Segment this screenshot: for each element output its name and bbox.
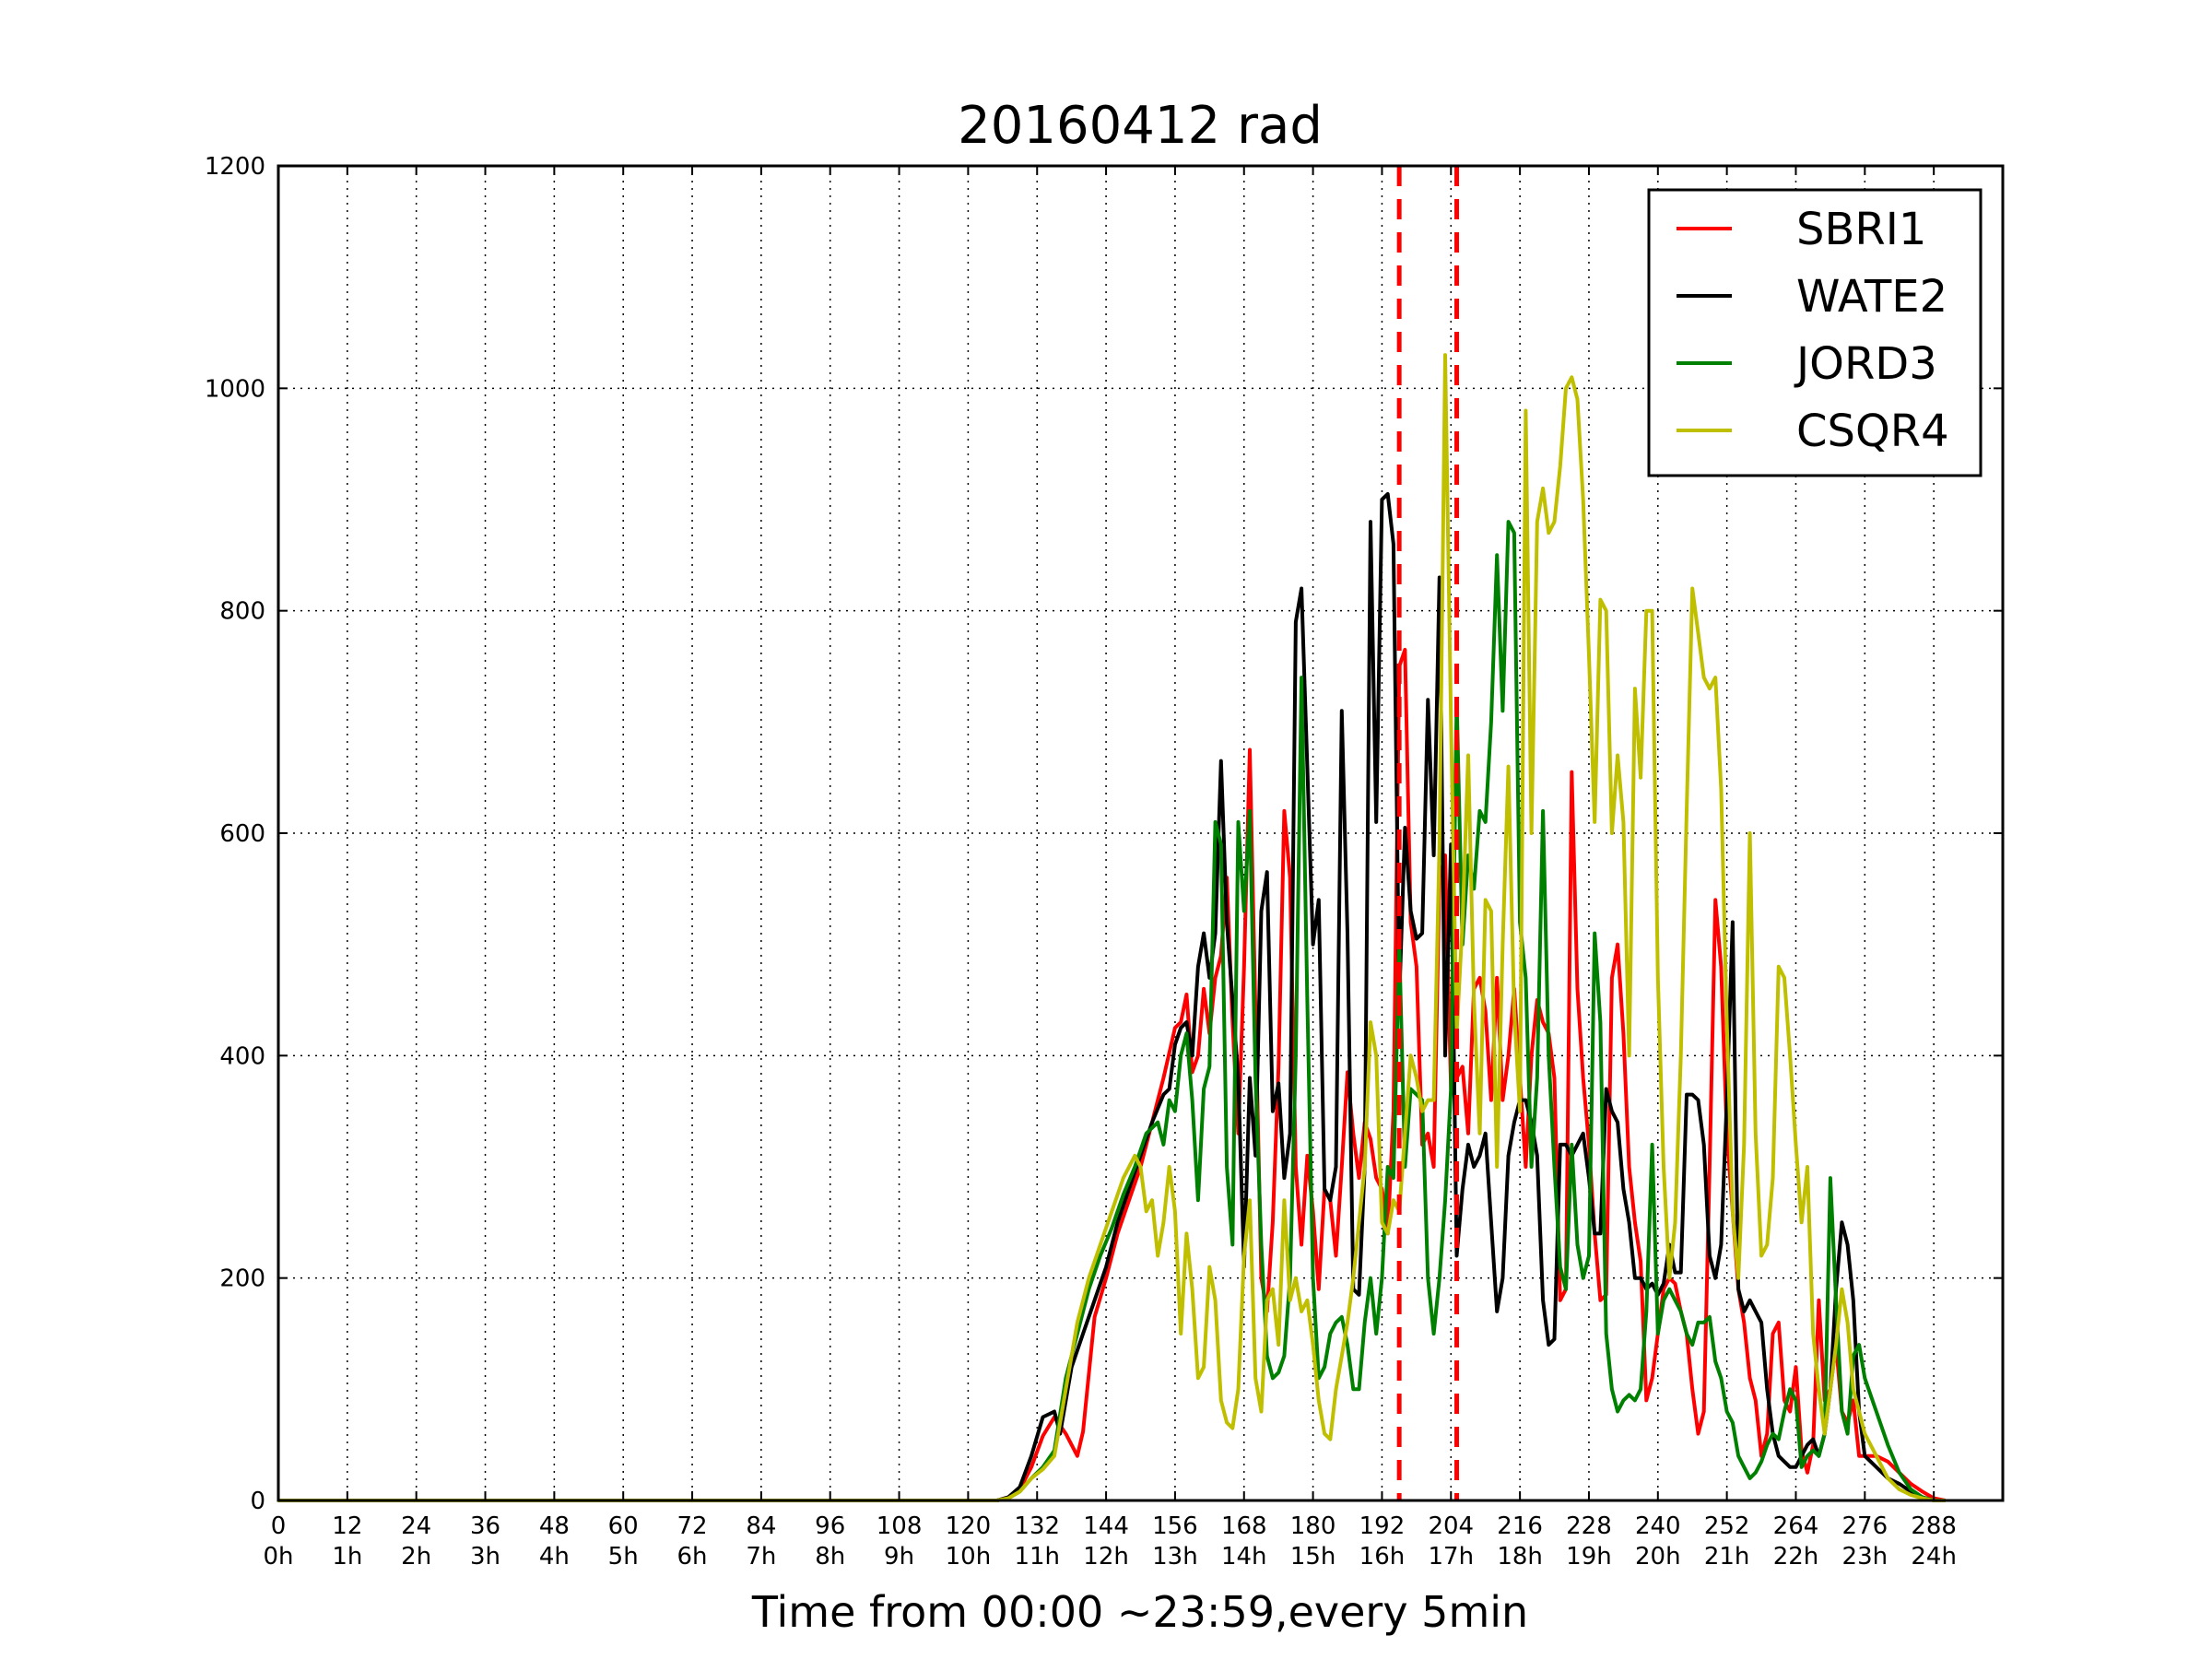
x-tick-label: 84 <box>746 1512 776 1540</box>
x-tick-label: 180 <box>1290 1512 1336 1540</box>
x-tick-hour-label: 12h <box>1083 1543 1129 1571</box>
x-tick-label: 192 <box>1359 1512 1406 1540</box>
x-tick-hour-label: 0h <box>263 1543 293 1571</box>
series-line-csqr4 <box>278 353 1946 1502</box>
series-lines <box>278 353 1946 1502</box>
x-tick-hour-label: 9h <box>884 1543 914 1571</box>
legend-box <box>1647 188 1983 477</box>
x-tick-label: 240 <box>1635 1512 1681 1540</box>
series-line-sbri1 <box>278 647 1946 1502</box>
legend-label: JORD3 <box>1794 338 1937 390</box>
x-tick-label: 108 <box>877 1512 923 1540</box>
y-tick-label: 1200 <box>205 153 265 181</box>
x-tick-label: 72 <box>677 1512 707 1540</box>
x-tick-label: 24 <box>401 1512 431 1540</box>
x-tick-hour-label: 1h <box>332 1543 362 1571</box>
legend-label: WATE2 <box>1796 271 1947 323</box>
x-tick-label: 264 <box>1773 1512 1819 1540</box>
legend-label: CSQR4 <box>1796 406 1949 457</box>
y-axis-ticks: 0 200 400 600 800 1000 1200 <box>205 153 2003 1515</box>
x-tick-label: 252 <box>1704 1512 1750 1540</box>
x-tick-label: 96 <box>815 1512 845 1540</box>
x-tick-label: 276 <box>1841 1512 1888 1540</box>
x-tick-hour-label: 11h <box>1014 1543 1060 1571</box>
y-tick-label: 600 <box>219 820 265 848</box>
x-tick-label: 132 <box>1014 1512 1060 1540</box>
x-tick-hour-label: 2h <box>401 1543 431 1571</box>
x-tick-label: 120 <box>946 1512 992 1540</box>
y-tick-label: 1000 <box>205 375 265 403</box>
legend-label: SBRI1 <box>1796 204 1926 255</box>
x-tick-hour-label: 20h <box>1635 1543 1681 1571</box>
x-tick-hour-label: 4h <box>539 1543 570 1571</box>
chart-title: 20160412 rad <box>958 96 1323 156</box>
x-tick-hour-label: 6h <box>677 1543 708 1571</box>
x-tick-hour-label: 7h <box>746 1543 776 1571</box>
x-tick-label: 0 <box>271 1512 287 1540</box>
x-tick-hour-label: 13h <box>1152 1543 1198 1571</box>
x-tick-label: 288 <box>1911 1512 1957 1540</box>
x-tick-label: 228 <box>1566 1512 1612 1540</box>
x-tick-label: 204 <box>1428 1512 1474 1540</box>
y-tick-label: 400 <box>219 1042 265 1070</box>
x-tick-hour-label: 23h <box>1842 1543 1888 1571</box>
x-tick-label: 144 <box>1083 1512 1129 1540</box>
y-tick-label: 200 <box>219 1265 265 1293</box>
x-tick-hour-label: 24h <box>1911 1543 1957 1571</box>
x-tick-hour-label: 21h <box>1704 1543 1750 1571</box>
x-tick-hour-label: 17h <box>1428 1543 1474 1571</box>
x-tick-hour-label: 15h <box>1290 1543 1336 1571</box>
x-tick-hour-label: 5h <box>608 1543 639 1571</box>
x-tick-label: 216 <box>1497 1512 1543 1540</box>
x-tick-label: 36 <box>470 1512 500 1540</box>
x-tick-label: 12 <box>332 1512 362 1540</box>
y-tick-label: 0 <box>250 1488 265 1515</box>
x-tick-hour-label: 8h <box>815 1543 845 1571</box>
x-tick-hour-label: 10h <box>946 1543 992 1571</box>
x-tick-hour-label: 19h <box>1566 1543 1612 1571</box>
x-tick-label: 156 <box>1152 1512 1198 1540</box>
x-axis-ticks: 0 0h 12 1h 24 2h 36 3h 48 4h 60 5h 72 6h 84 7h 96 8h 108 9h… <box>263 166 1957 1571</box>
x-tick-label: 48 <box>539 1512 570 1540</box>
x-tick-label: 168 <box>1221 1512 1267 1540</box>
x-tick-hour-label: 18h <box>1497 1543 1543 1571</box>
x-tick-label: 60 <box>608 1512 639 1540</box>
x-tick-hour-label: 14h <box>1221 1543 1267 1571</box>
series-line-jord3 <box>278 520 1946 1502</box>
vertical-marker-lines <box>1396 166 1460 1500</box>
x-tick-hour-label: 16h <box>1359 1543 1406 1571</box>
x-tick-hour-label: 3h <box>470 1543 500 1571</box>
y-tick-label: 800 <box>219 598 265 626</box>
x-tick-hour-label: 22h <box>1773 1543 1819 1571</box>
x-axis-label: Time from 00:00 ~23:59,every 5min <box>751 1587 1528 1637</box>
legend: SBRI1 WATE2 JORD3 CSQR4 <box>1647 188 1983 477</box>
